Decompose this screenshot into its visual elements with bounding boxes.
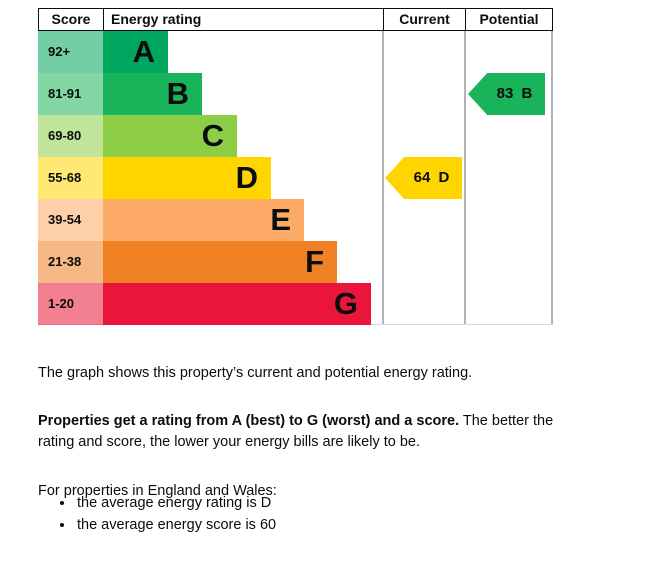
rating-band-b: B xyxy=(103,73,202,115)
score-cell-a: 92+ xyxy=(38,31,103,73)
averages-list: the average energy rating is D the avera… xyxy=(38,492,605,536)
average-score-item: the average energy score is 60 xyxy=(75,514,605,536)
rating-explanation-rest: The better the rating and score, the low… xyxy=(38,412,554,450)
epc-rating-chart: Score Energy rating Current Potential 92… xyxy=(38,8,553,326)
regions-intro-text: For properties in England and Wales: xyxy=(38,482,277,499)
score-cell-b: 81-91 xyxy=(38,73,103,115)
rating-band-e: E xyxy=(103,199,304,241)
score-cell-c: 69-80 xyxy=(38,115,103,157)
potential-column-left-divider xyxy=(464,31,466,325)
column-header-potential: Potential xyxy=(465,9,553,31)
chart-description-text: The graph shows this property’s current … xyxy=(38,364,473,381)
column-header-score: Score xyxy=(38,9,104,31)
current-rating-arrow: 64 D xyxy=(385,157,462,199)
rating-band-a: A xyxy=(103,31,168,73)
potential-rating-arrow: 83 B xyxy=(468,73,545,115)
score-cell-d: 55-68 xyxy=(38,157,103,199)
column-header-current: Current xyxy=(383,9,465,31)
rating-explanation-text: Properties get a rating from A (best) to… xyxy=(38,411,568,453)
average-rating-item: the average energy rating is D xyxy=(75,492,605,514)
chart-right-border xyxy=(551,31,553,325)
current-column-left-divider xyxy=(382,31,384,325)
chart-top-border xyxy=(38,8,553,9)
rating-band-g: G xyxy=(103,283,371,325)
score-cell-f: 21-38 xyxy=(38,241,103,283)
rating-band-f: F xyxy=(103,241,337,283)
score-cell-e: 39-54 xyxy=(38,199,103,241)
rating-band-c: C xyxy=(103,115,237,157)
column-header-energy-rating: Energy rating xyxy=(104,9,390,31)
rating-explanation-bold: Properties get a rating from A (best) to… xyxy=(38,412,460,429)
rating-band-d: D xyxy=(103,157,271,199)
score-cell-g: 1-20 xyxy=(38,283,103,325)
